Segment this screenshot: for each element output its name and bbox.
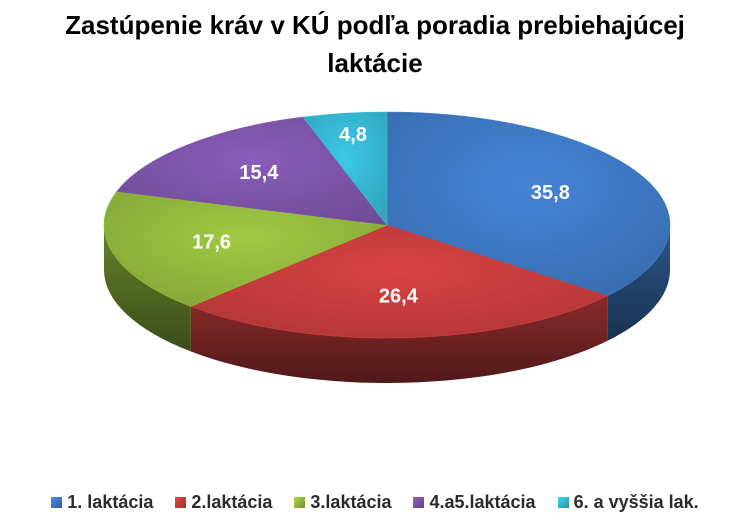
legend-swatch: [175, 497, 187, 508]
data-label-4-a5-lakt-cia: 15,4: [239, 162, 279, 184]
data-label-2-lakt-cia: 26,4: [379, 285, 419, 307]
legend-label: 1. laktácia: [67, 492, 154, 512]
pie-slice-6-a-vy-ia-lak: [302, 111, 388, 226]
chart-title: Zastúpenie kráv v KÚ podľa poradia prebi…: [0, 6, 750, 82]
pie-side-3-lakt-cia: [103, 225, 191, 352]
data-label-3-lakt-cia: 17,6: [192, 231, 231, 253]
pie-sides: [103, 225, 670, 383]
legend-item-2-lakt-cia: 2.laktácia: [175, 492, 272, 513]
pie-slice-3-lakt-cia: [103, 191, 389, 307]
legend-item-1-lakt-cia: 1. laktácia: [51, 492, 153, 513]
legend-item-6-a-vy-ia-lak: 6. a vyššia lak.: [557, 492, 699, 513]
data-label-6-a-vy-ia-lak: 4,8: [339, 124, 367, 146]
legend-swatch: [413, 497, 425, 508]
pie-side-2-lakt-cia: [190, 295, 608, 383]
chart-title-line-2: laktácie: [327, 48, 423, 78]
pie-side-1-lakt-cia: [607, 225, 670, 341]
legend-swatch: [294, 497, 306, 508]
legend-item-4-a5-lakt-cia: 4.a5.laktácia: [413, 492, 536, 513]
legend-label: 6. a vyššia lak.: [573, 492, 699, 512]
legend-label: 4.a5.laktácia: [429, 492, 536, 512]
legend-swatch: [51, 497, 63, 508]
pie-slice-2-lakt-cia: [189, 224, 609, 339]
pie-slice-1-lakt-cia: [386, 111, 671, 297]
legend-label: 3.laktácia: [310, 492, 392, 512]
data-label-1-lakt-cia: 35,8: [531, 182, 570, 204]
legend-item-3-lakt-cia: 3.laktácia: [294, 492, 391, 513]
legend: 1. laktácia 2.laktácia 3.laktácia 4.a5.lakt…: [0, 492, 750, 513]
legend-swatch: [557, 497, 569, 508]
pie-tops: [103, 111, 671, 339]
chart-title-line-1: Zastúpenie kráv v KÚ podľa poradia prebi…: [65, 10, 685, 40]
pie-slice-4-a5-lakt-cia: [116, 116, 388, 226]
pie-labels: 35,8 26,4 17,6 15,4 4,8: [192, 124, 570, 308]
legend-label: 2.laktácia: [191, 492, 273, 512]
